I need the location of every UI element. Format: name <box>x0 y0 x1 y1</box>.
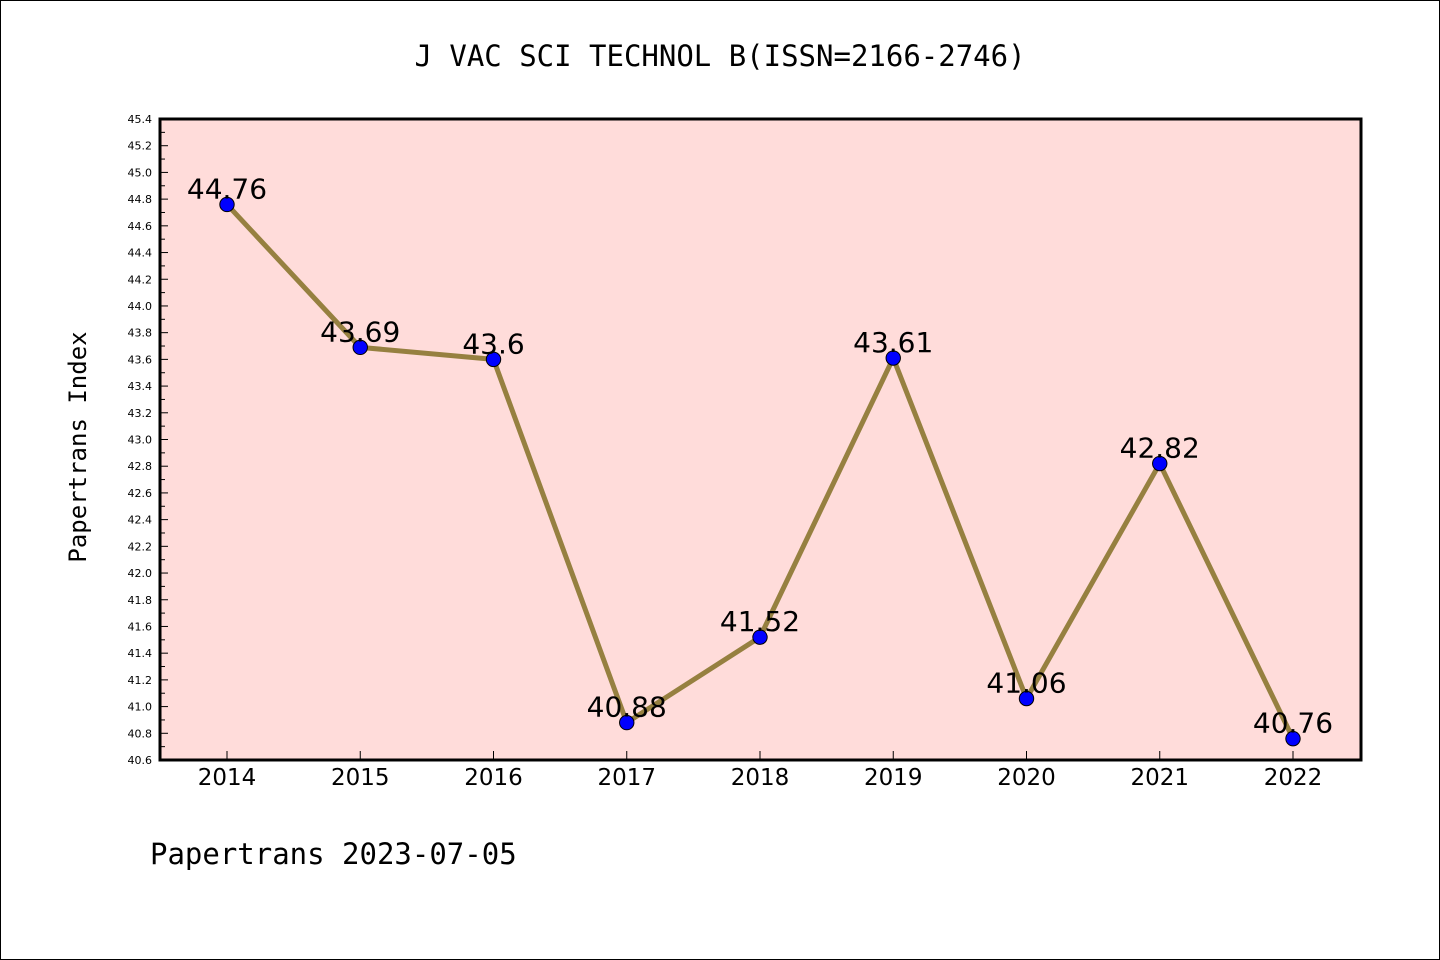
y-tick-label: 44.6 <box>128 220 153 233</box>
x-tick-label: 2022 <box>1264 765 1323 791</box>
data-point <box>352 339 368 356</box>
y-tick-label: 42.0 <box>128 567 153 580</box>
y-tick-label: 40.8 <box>128 727 153 740</box>
x-tick-label: 2018 <box>731 765 790 791</box>
data-label: 40.88 <box>587 691 667 724</box>
data-point <box>1285 730 1301 747</box>
data-point <box>219 196 235 213</box>
x-tick-label: 2019 <box>864 765 923 791</box>
y-tick-label: 42.6 <box>128 487 153 500</box>
x-tick-label: 2020 <box>997 765 1056 791</box>
x-axis: 2014 2015 2016 2017 2018 2019 2020 2021 2022 <box>198 751 1323 791</box>
data-points-group <box>219 196 1301 747</box>
y-tick-label: 42.2 <box>128 540 153 553</box>
y-tick-label: 43.2 <box>128 407 153 420</box>
data-point <box>885 350 901 366</box>
y-tick-label: 41.0 <box>128 701 153 714</box>
chart-title: J VAC SCI TECHNOL B(ISSN=2166-2746) <box>414 39 1025 73</box>
data-point <box>752 629 768 645</box>
y-tick-label: 44.8 <box>128 193 153 206</box>
data-label: 42.82 <box>1120 432 1200 465</box>
y-axis: 40.6 40.8 41.0 41.2 41.4 41.6 41.8 42.0 42.2 42.4… <box>128 113 168 767</box>
data-label: 43.69 <box>320 315 400 348</box>
data-label: 40.76 <box>1253 707 1333 740</box>
data-point <box>1152 455 1168 472</box>
data-label: 41.06 <box>986 667 1066 700</box>
data-label: 43.6 <box>462 327 524 360</box>
y-tick-label: 43.8 <box>128 327 153 340</box>
y-tick-label: 40.6 <box>128 754 153 767</box>
y-tick-label: 44.0 <box>128 300 153 313</box>
plot-area <box>158 117 1363 762</box>
data-label: 41.52 <box>720 605 800 638</box>
y-tick-label: 43.4 <box>128 380 153 393</box>
y-tick-label: 45.4 <box>128 113 153 126</box>
data-point <box>1018 690 1035 707</box>
data-label: 44.76 <box>187 172 267 205</box>
y-tick-label: 44.4 <box>128 247 153 260</box>
x-tick-label: 2021 <box>1130 765 1189 791</box>
y-axis-label: Papertrans Index <box>64 331 92 562</box>
data-labels-group: 44.76 43.69 43.6 40.88 41.52 43.61 41.06 42.82 4… <box>187 172 1333 739</box>
y-tick-label: 43.6 <box>128 353 153 366</box>
x-tick-label: 2014 <box>198 765 257 791</box>
x-tick-label: 2016 <box>464 765 523 791</box>
footer-text: Papertrans 2023-07-05 <box>150 837 517 871</box>
y-tick-label: 41.6 <box>128 620 153 633</box>
y-tick-label: 44.2 <box>128 273 153 286</box>
x-tick-label: 2015 <box>331 765 390 791</box>
y-tick-label: 45.0 <box>128 166 153 179</box>
y-tick-label: 41.4 <box>128 647 153 660</box>
x-tick-label: 2017 <box>597 765 656 791</box>
y-tick-label: 41.2 <box>128 674 153 687</box>
y-tick-label: 43.0 <box>128 434 153 447</box>
y-tick-label: 45.2 <box>128 140 153 153</box>
y-tick-label: 42.8 <box>128 460 153 473</box>
data-point <box>619 714 635 731</box>
y-tick-label: 41.8 <box>128 594 153 607</box>
data-point <box>485 351 502 368</box>
data-label: 43.61 <box>853 326 933 359</box>
y-tick-label: 42.4 <box>128 514 153 527</box>
